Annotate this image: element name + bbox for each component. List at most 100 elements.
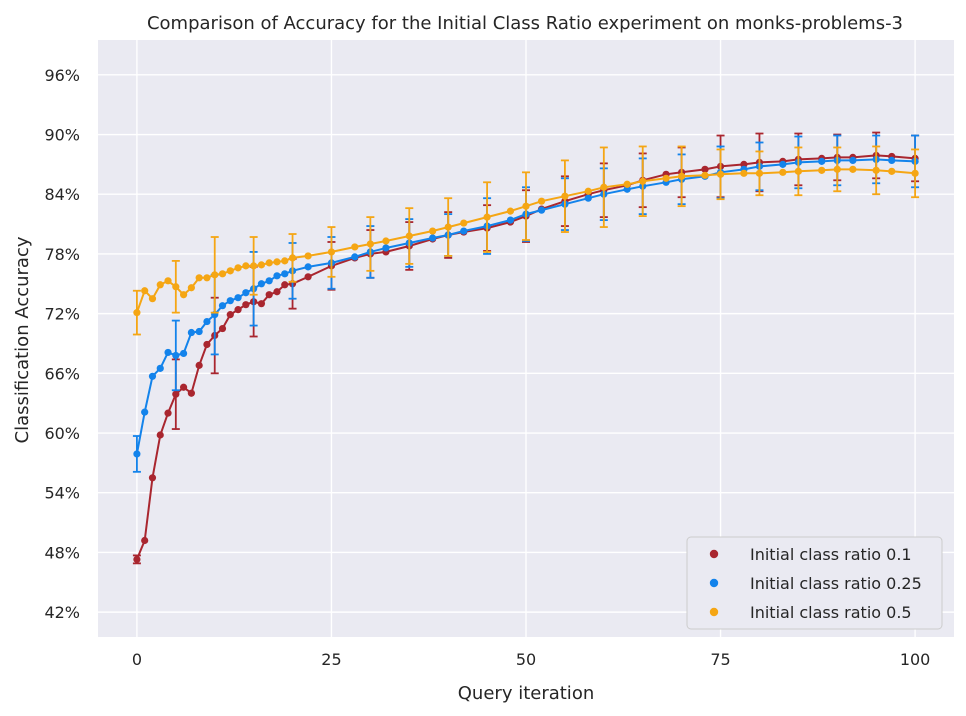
data-point bbox=[678, 172, 686, 180]
data-point bbox=[242, 262, 250, 270]
data-point bbox=[779, 168, 787, 176]
data-point bbox=[187, 328, 195, 337]
data-point bbox=[460, 219, 468, 227]
data-point bbox=[444, 223, 452, 231]
data-point bbox=[304, 263, 312, 271]
legend-marker-1 bbox=[709, 578, 719, 588]
data-point bbox=[716, 170, 725, 178]
data-point bbox=[172, 351, 180, 360]
data-point bbox=[133, 309, 141, 317]
x-tick-label: 0 bbox=[132, 650, 142, 669]
data-point bbox=[506, 216, 515, 224]
data-point bbox=[164, 277, 172, 285]
legend: Initial class ratio 0.1 Initial class ra… bbox=[686, 536, 943, 630]
data-point bbox=[148, 372, 157, 380]
data-point bbox=[818, 157, 826, 165]
y-tick-label: 48% bbox=[44, 543, 80, 562]
legend-marker-0 bbox=[709, 549, 719, 559]
data-point bbox=[226, 267, 234, 275]
data-point bbox=[203, 274, 211, 282]
data-point bbox=[740, 160, 748, 168]
data-point bbox=[133, 555, 141, 563]
data-point bbox=[172, 283, 180, 291]
data-point bbox=[265, 291, 273, 299]
data-point bbox=[257, 300, 266, 308]
y-tick-labels: 42% 48% 54% 60% 66% 72% 78% 84% 90% 96% bbox=[44, 66, 80, 622]
data-point bbox=[273, 258, 281, 266]
data-point bbox=[304, 252, 312, 260]
y-tick-label: 54% bbox=[44, 484, 80, 503]
data-point bbox=[265, 277, 273, 285]
legend-label-2: Initial class ratio 0.5 bbox=[750, 603, 912, 622]
data-point bbox=[288, 254, 297, 262]
data-point bbox=[203, 340, 211, 349]
legend-label-1: Initial class ratio 0.25 bbox=[750, 574, 922, 593]
data-point bbox=[218, 270, 227, 278]
data-point bbox=[273, 288, 281, 296]
data-point bbox=[701, 165, 709, 173]
data-point bbox=[382, 237, 390, 245]
y-tick-label: 72% bbox=[44, 305, 80, 324]
data-point bbox=[148, 295, 157, 303]
data-point bbox=[888, 156, 896, 164]
data-point bbox=[366, 240, 374, 248]
data-point bbox=[382, 244, 390, 252]
data-point bbox=[195, 327, 203, 336]
y-tick-label: 42% bbox=[44, 603, 80, 622]
data-point bbox=[639, 177, 647, 185]
data-point bbox=[211, 271, 219, 279]
data-point bbox=[623, 185, 631, 193]
data-point bbox=[779, 160, 787, 168]
data-point bbox=[833, 165, 841, 173]
data-point bbox=[662, 174, 670, 182]
data-point bbox=[156, 281, 164, 289]
data-point bbox=[522, 202, 530, 210]
grid-lines bbox=[98, 40, 954, 637]
data-point bbox=[506, 207, 515, 215]
y-tick-label: 66% bbox=[44, 364, 80, 383]
data-point bbox=[226, 297, 234, 305]
data-point bbox=[584, 194, 592, 202]
data-point bbox=[429, 234, 437, 242]
y-axis-label: Classification Accuracy bbox=[12, 236, 33, 443]
data-point bbox=[187, 284, 195, 292]
data-point bbox=[265, 259, 273, 267]
data-point bbox=[257, 280, 266, 288]
data-point bbox=[218, 302, 227, 310]
x-tick-label: 25 bbox=[321, 650, 341, 669]
data-point bbox=[740, 169, 748, 177]
data-point bbox=[141, 408, 149, 416]
data-point bbox=[429, 227, 437, 235]
x-tick-label: 100 bbox=[900, 650, 931, 669]
data-point bbox=[351, 253, 359, 261]
data-point bbox=[281, 281, 289, 289]
data-point bbox=[141, 287, 149, 295]
data-point bbox=[888, 167, 896, 175]
series-layer bbox=[132, 131, 920, 565]
legend-label-0: Initial class ratio 0.1 bbox=[750, 545, 912, 564]
data-point bbox=[242, 289, 250, 297]
y-tick-label: 96% bbox=[44, 66, 80, 85]
data-point bbox=[226, 311, 234, 319]
data-point bbox=[273, 272, 281, 280]
legend-box bbox=[686, 536, 943, 630]
data-point bbox=[133, 450, 141, 458]
data-point bbox=[911, 169, 919, 177]
data-point bbox=[794, 167, 802, 175]
y-tick-label: 84% bbox=[44, 185, 80, 204]
data-point bbox=[234, 294, 242, 302]
data-point bbox=[600, 183, 608, 191]
data-point bbox=[257, 261, 266, 269]
data-point bbox=[234, 264, 242, 272]
data-point bbox=[180, 349, 188, 358]
x-tick-labels: 0 25 50 75 100 bbox=[132, 650, 931, 669]
data-point bbox=[849, 156, 857, 164]
data-point bbox=[203, 317, 211, 326]
data-point bbox=[187, 389, 195, 397]
chart-title: Comparison of Accuracy for the Initial C… bbox=[147, 13, 903, 34]
data-point bbox=[623, 180, 631, 188]
x-axis-label: Query iteration bbox=[458, 683, 594, 704]
x-tick-label: 75 bbox=[710, 650, 730, 669]
data-point bbox=[172, 390, 180, 398]
